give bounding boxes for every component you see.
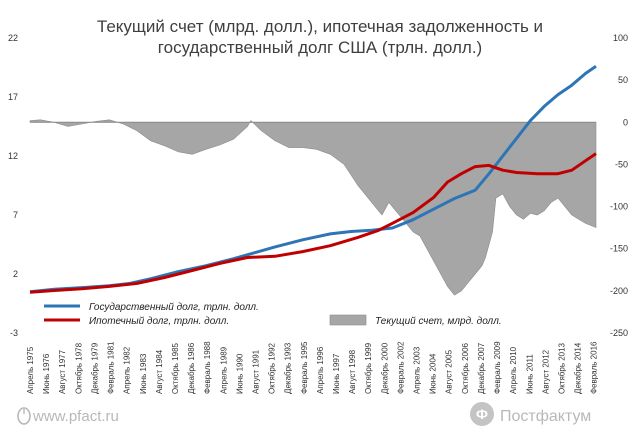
x-axis-tick-label: Апрель 1975 — [26, 346, 35, 394]
legend-swatch — [329, 314, 367, 326]
site-url[interactable]: www.pfact.ru — [32, 408, 119, 425]
x-axis-tick-label: Апрель 2003 — [413, 346, 422, 394]
x-axis-tick-label: Февраль 2016 — [590, 341, 599, 394]
x-axis-tick-label: Декабрь 1993 — [284, 342, 293, 394]
x-axis-tick-label: Июнь 2004 — [429, 353, 438, 394]
left-axis-ticks: 22 17 12 7 2 -3 — [8, 33, 18, 338]
right-axis-tick-label: -50 — [615, 159, 628, 169]
x-axis-tick-label: Февраль 1988 — [203, 341, 212, 394]
x-axis-tick-label: Октябрь 1999 — [364, 342, 373, 394]
left-axis-tick-label: 17 — [8, 92, 18, 102]
left-axis-tick-label: 12 — [8, 151, 18, 161]
right-axis-tick-label: -200 — [610, 286, 628, 296]
x-axis-tick-label: Декабрь 1986 — [187, 342, 196, 394]
x-axis-ticks: Апрель 1975 Июнь 1976 Август 1977 Октябрь 1… — [26, 341, 599, 394]
x-axis-tick-label: Февраль 1981 — [107, 341, 116, 394]
x-axis-tick-label: Апрель 1989 — [219, 346, 228, 394]
x-axis-tick-label: Октябрь 1985 — [171, 342, 180, 394]
brand-name: Постфактум — [500, 408, 591, 425]
x-axis-tick-label: Декабрь 1979 — [91, 342, 100, 394]
legend-label: Ипотечный долг, трлн. долл. — [89, 316, 229, 327]
x-axis-tick-label: Август 1977 — [58, 349, 67, 394]
x-axis-tick-label: Август 1984 — [155, 349, 164, 394]
x-axis-tick-label: Июнь 1997 — [332, 353, 341, 394]
x-axis-tick-label: Октябрь 2006 — [461, 342, 470, 394]
series-line-mortgage-debt — [29, 152, 597, 294]
left-axis-tick-label: 22 — [8, 33, 18, 43]
legend-item-current-account: Текущий счет, млрд. долл. — [329, 314, 502, 327]
x-axis-tick-label: Декабрь 2014 — [574, 342, 583, 394]
series-line-government-debt — [29, 65, 597, 294]
right-axis-tick-label: -100 — [610, 202, 628, 212]
legend-item-government-debt: Государственный долг, трлн. долл. — [44, 302, 259, 313]
x-axis-tick-label: Апрель 1996 — [316, 346, 325, 394]
x-axis-tick-label: Июнь 1983 — [139, 353, 148, 394]
x-axis-tick-label: Август 2005 — [445, 349, 454, 394]
chart-title-line-2: государственный долг США (трлн. долл.) — [158, 38, 482, 57]
legend-label: Текущий счет, млрд. долл. — [375, 316, 502, 327]
x-axis-tick-label: Октябрь 1978 — [74, 342, 83, 394]
right-axis-tick-label: -150 — [610, 244, 628, 254]
left-axis-tick-label: 7 — [13, 210, 18, 220]
legend-label: Государственный долг, трлн. долл. — [89, 302, 259, 313]
x-axis-tick-label: Февраль 2009 — [493, 341, 502, 394]
legend-item-mortgage-debt: Ипотечный долг, трлн. долл. — [44, 316, 229, 327]
x-axis-tick-label: Декабрь 2000 — [380, 342, 389, 394]
x-axis-tick-label: Август 2012 — [541, 349, 550, 394]
x-axis-tick-label: Февраль 2002 — [396, 341, 405, 394]
x-axis-tick-label: Август 1991 — [251, 349, 260, 394]
x-axis-tick-label: Апрель 2010 — [509, 346, 518, 394]
left-axis-tick-label: 2 — [13, 269, 18, 279]
right-axis-ticks: 100 50 0 -50 -100 -150 -200 -250 — [610, 33, 628, 338]
x-axis-tick-label: Апрель 1982 — [123, 346, 132, 394]
svg-text:Ф: Ф — [476, 406, 488, 422]
right-axis-tick-label: -250 — [610, 328, 628, 338]
chart-title-line-1: Текущий счет (млрд. долл.), ипотечная за… — [97, 17, 543, 36]
debt-lines-layer — [29, 65, 597, 294]
brand-logo-icon: Ф — [470, 402, 494, 426]
chart-title: Текущий счет (млрд. долл.), ипотечная за… — [97, 17, 543, 57]
footer-brand: Ф Постфактум — [470, 402, 591, 426]
legend: Государственный долг, трлн. долл. Ипотечн… — [44, 302, 502, 327]
right-axis-tick-label: 100 — [613, 33, 628, 43]
x-axis-tick-label: Октябрь 2013 — [558, 342, 567, 394]
mouse-icon — [17, 407, 31, 425]
x-axis-tick-label: Октябрь 1992 — [268, 342, 277, 394]
x-axis-tick-label: Август 1998 — [348, 349, 357, 394]
x-axis-tick-label: Декабрь 2007 — [477, 342, 486, 394]
right-axis-tick-label: 0 — [623, 117, 628, 127]
x-axis-tick-label: Июнь 1990 — [235, 353, 244, 394]
x-axis-tick-label: Июнь 1976 — [42, 353, 51, 394]
right-axis-tick-label: 50 — [618, 75, 628, 85]
x-axis-tick-label: Июнь 2011 — [525, 354, 534, 394]
footer-site[interactable]: www.pfact.ru — [17, 407, 119, 425]
left-axis-tick-label: -3 — [10, 328, 18, 338]
x-axis-tick-label: Февраль 1995 — [300, 341, 309, 394]
